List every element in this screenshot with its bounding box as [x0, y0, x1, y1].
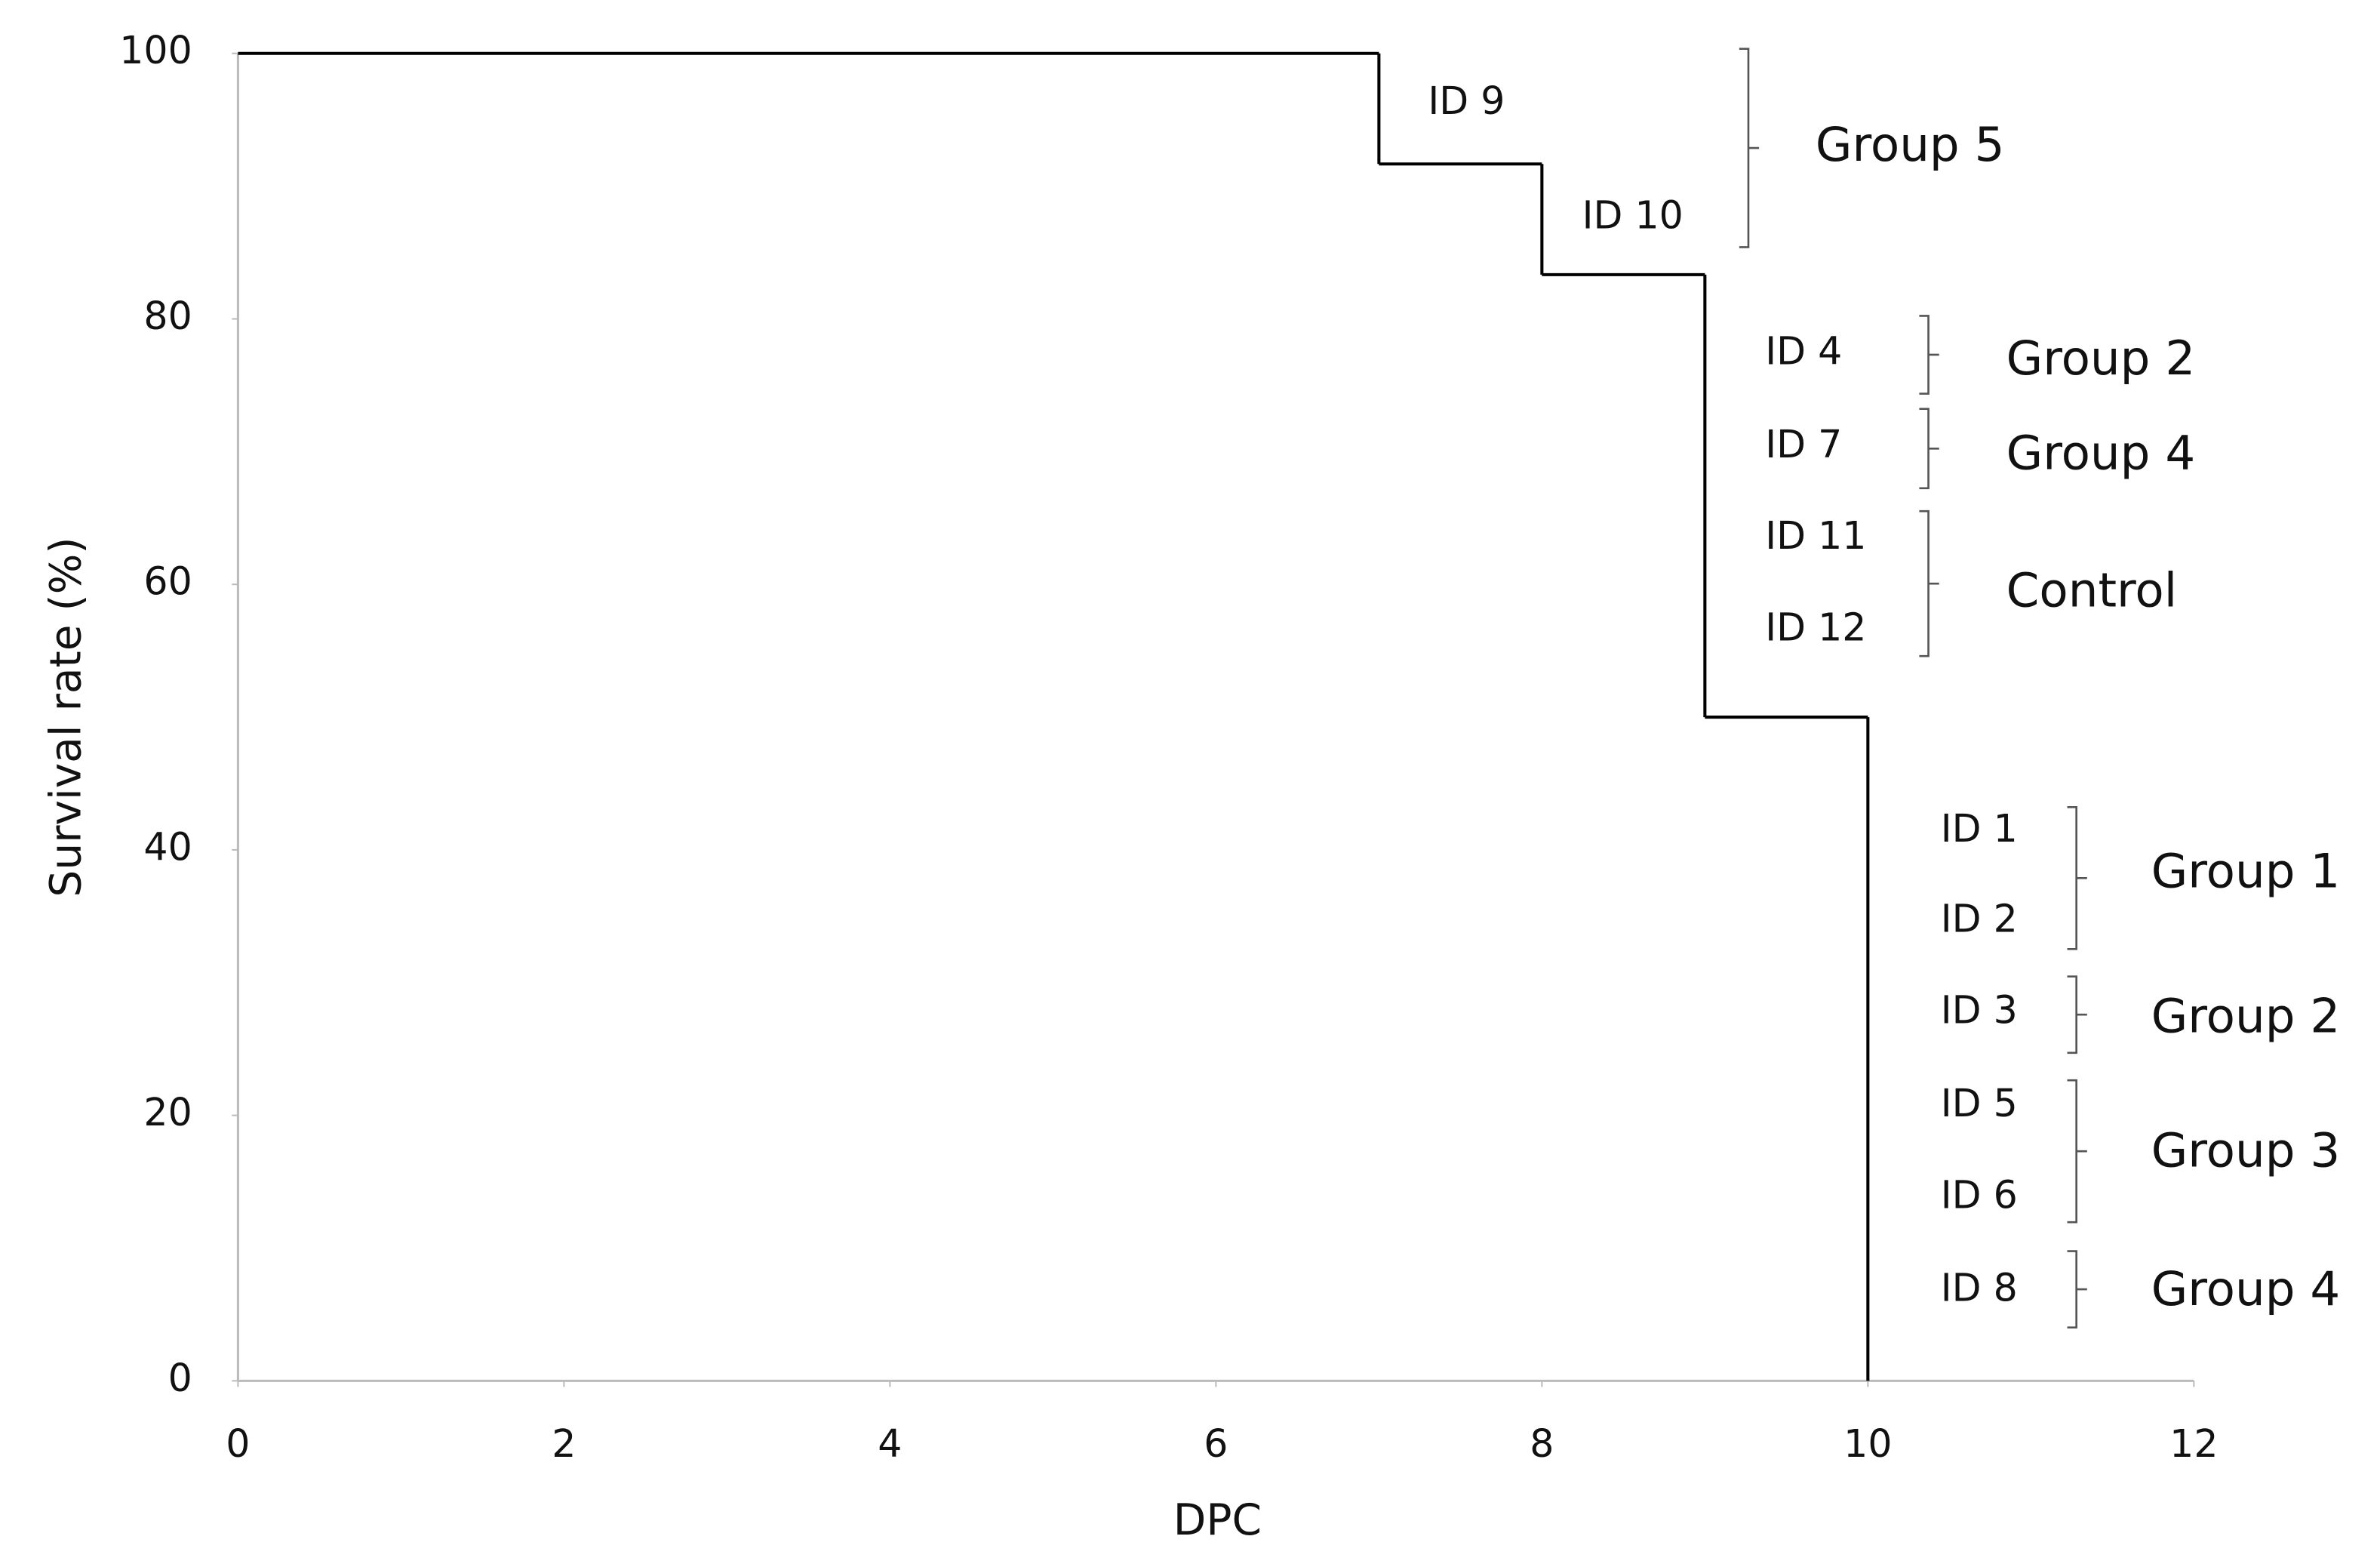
y-tick-label: 0 — [168, 1356, 192, 1400]
x-tick-label: 10 — [1843, 1421, 1892, 1466]
x-tick-label: 6 — [1204, 1421, 1228, 1466]
x-tick-label: 12 — [2169, 1421, 2218, 1466]
bracket — [2067, 1079, 2087, 1224]
group-label: Group 3 — [2151, 1122, 2341, 1178]
id-label: ID 4 — [1765, 328, 1842, 373]
id-label: ID 8 — [1941, 1266, 2018, 1310]
id-label: ID 10 — [1582, 193, 1684, 238]
y-tick-label: 100 — [119, 28, 192, 72]
group-label: Control — [2006, 562, 2178, 617]
group-label: Group 4 — [2151, 1261, 2341, 1316]
bracket — [2067, 1250, 2087, 1328]
y-tick-label: 60 — [143, 559, 192, 604]
id-label: ID 2 — [1941, 896, 2018, 941]
bracket — [2067, 975, 2087, 1054]
x-tick-label: 8 — [1530, 1421, 1554, 1466]
y-axis-label: Survival rate (%) — [42, 537, 91, 897]
y-tick-label: 20 — [143, 1090, 192, 1134]
id-label: ID 6 — [1941, 1172, 2018, 1217]
group-label: Group 4 — [2006, 425, 2196, 480]
bracket — [1919, 315, 1939, 395]
id-label: ID 3 — [1941, 988, 2018, 1033]
id-label: ID 12 — [1765, 605, 1866, 649]
x-axis-label: DPC — [1173, 1495, 1262, 1545]
bracket — [1739, 48, 1760, 248]
id-label: ID 9 — [1428, 79, 1505, 123]
bracket — [1919, 510, 1939, 657]
group-label: Group 1 — [2151, 843, 2341, 898]
id-label: ID 1 — [1941, 806, 2018, 851]
id-label: ID 7 — [1765, 422, 1842, 466]
group-label: Group 2 — [2151, 988, 2341, 1043]
y-tick-label: 80 — [143, 294, 192, 338]
y-tick-label: 40 — [143, 824, 192, 869]
id-label: ID 5 — [1941, 1081, 2018, 1125]
group-label: Group 5 — [1816, 117, 2005, 172]
group-label: Group 2 — [2006, 331, 2196, 386]
bracket — [2067, 806, 2087, 950]
bracket — [1919, 408, 1939, 490]
x-tick-label: 4 — [878, 1421, 902, 1466]
x-tick-label: 2 — [552, 1421, 576, 1466]
x-tick-label: 0 — [226, 1421, 250, 1466]
id-label: ID 11 — [1765, 513, 1866, 558]
